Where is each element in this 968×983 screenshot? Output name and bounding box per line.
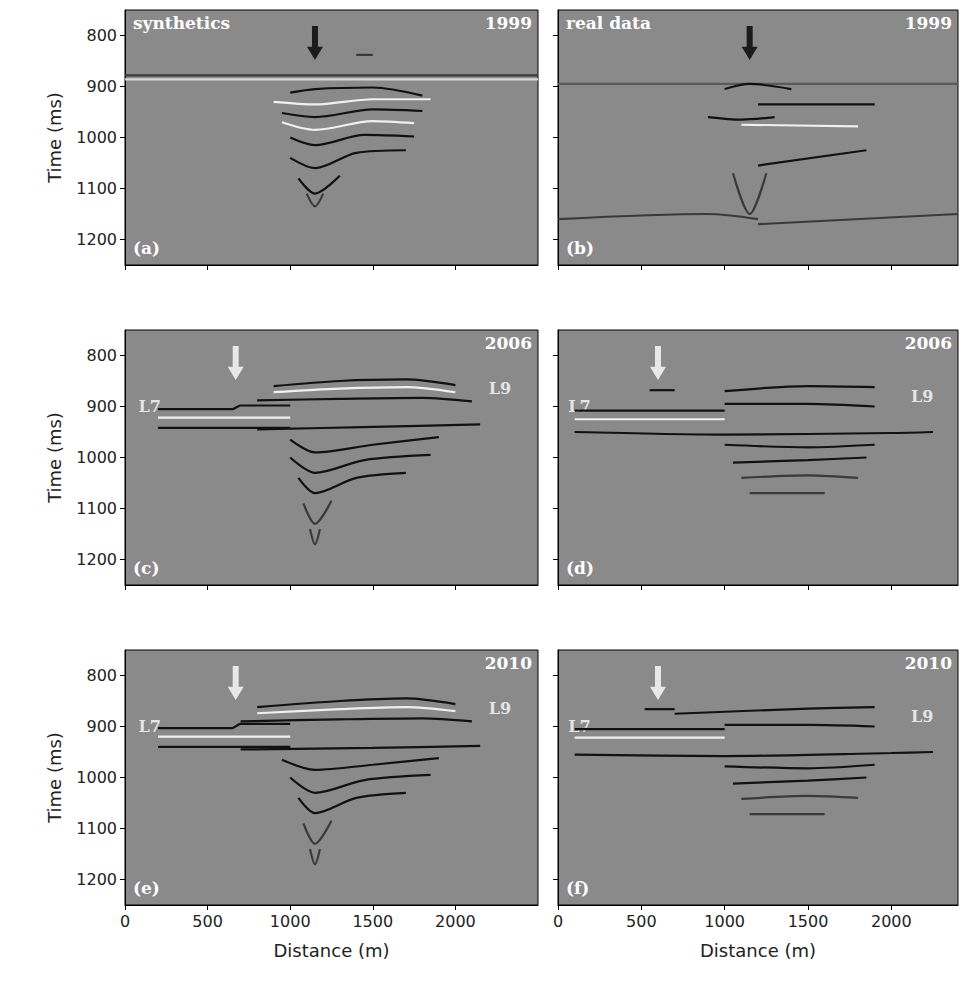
svg-text:(b): (b) (566, 238, 594, 258)
svg-text:Distance (m): Distance (m) (273, 940, 389, 961)
svg-text:synthetics: synthetics (133, 13, 230, 33)
svg-text:1000: 1000 (76, 448, 117, 467)
svg-text:(e): (e) (133, 878, 160, 898)
svg-text:1100: 1100 (76, 179, 117, 198)
svg-text:900: 900 (86, 397, 117, 416)
svg-text:(f): (f) (566, 878, 589, 898)
svg-text:2006: 2006 (485, 333, 532, 353)
svg-text:1500: 1500 (788, 912, 829, 931)
svg-text:2000: 2000 (871, 912, 912, 931)
svg-text:1100: 1100 (76, 499, 117, 518)
svg-text:800: 800 (86, 26, 117, 45)
svg-text:2000: 2000 (435, 912, 476, 931)
svg-text:L7: L7 (568, 397, 590, 416)
svg-text:900: 900 (86, 77, 117, 96)
svg-text:L7: L7 (139, 397, 161, 416)
svg-text:L7: L7 (568, 717, 590, 736)
svg-text:2010: 2010 (485, 653, 532, 673)
svg-text:L7: L7 (139, 717, 161, 736)
svg-text:L9: L9 (489, 379, 511, 398)
svg-text:1999: 1999 (905, 13, 952, 33)
svg-text:L9: L9 (911, 707, 933, 726)
svg-text:800: 800 (86, 346, 117, 365)
svg-text:1000: 1000 (76, 128, 117, 147)
svg-text:Time (ms): Time (ms) (44, 732, 65, 824)
svg-text:Time (ms): Time (ms) (44, 412, 65, 504)
svg-text:1200: 1200 (76, 870, 117, 889)
svg-text:Distance (m): Distance (m) (700, 940, 816, 961)
svg-text:500: 500 (192, 912, 223, 931)
svg-text:1500: 1500 (352, 912, 393, 931)
svg-text:800: 800 (86, 666, 117, 685)
svg-text:0: 0 (553, 912, 563, 931)
svg-text:2010: 2010 (905, 653, 952, 673)
svg-text:L9: L9 (489, 699, 511, 718)
svg-text:1999: 1999 (485, 13, 532, 33)
svg-text:1000: 1000 (704, 912, 745, 931)
svg-text:900: 900 (86, 717, 117, 736)
svg-text:1100: 1100 (76, 819, 117, 838)
svg-text:1000: 1000 (270, 912, 311, 931)
svg-text:(c): (c) (133, 558, 159, 578)
svg-text:2006: 2006 (905, 333, 952, 353)
svg-text:Time (ms): Time (ms) (44, 92, 65, 184)
svg-text:1000: 1000 (76, 768, 117, 787)
svg-text:1200: 1200 (76, 230, 117, 249)
svg-text:real data: real data (566, 13, 651, 33)
svg-text:0: 0 (120, 912, 130, 931)
svg-text:1200: 1200 (76, 550, 117, 569)
svg-text:500: 500 (626, 912, 657, 931)
svg-text:(d): (d) (566, 558, 594, 578)
svg-text:L9: L9 (911, 387, 933, 406)
svg-text:(a): (a) (133, 238, 160, 258)
